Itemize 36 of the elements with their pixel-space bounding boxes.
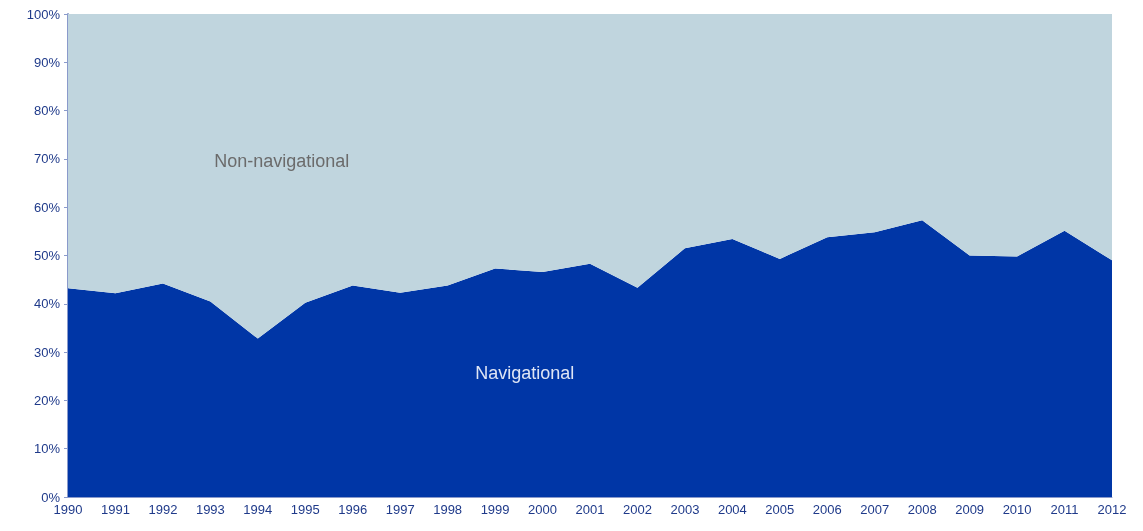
x-tick-label: 2012 [1097, 502, 1127, 517]
x-tick-label: 2000 [528, 502, 558, 517]
y-tick-label: 0% [41, 489, 61, 505]
y-tick-label: 20% [33, 392, 61, 408]
series-label: Navigational [475, 363, 575, 384]
y-tick-label: 100% [26, 6, 61, 22]
x-tick-label: 2008 [907, 502, 937, 517]
x-tick-label: 2003 [670, 502, 700, 517]
y-tick-label: 10% [33, 441, 61, 457]
x-tick-label: 2007 [860, 502, 890, 517]
y-tick-label: 80% [33, 103, 61, 119]
x-tick-label: 1993 [195, 502, 225, 517]
x-tick-label: 1990 [53, 502, 83, 517]
x-tick-label: 2006 [812, 502, 842, 517]
x-tick-label: 1995 [290, 502, 320, 517]
x-tick-label: 1991 [100, 502, 130, 517]
x-tick-label: 2005 [765, 502, 795, 517]
y-tick-label: 50% [33, 248, 61, 263]
x-tick-label: 2009 [955, 502, 985, 517]
x-tick-label: 1994 [243, 502, 273, 517]
x-tick-label: 1996 [338, 502, 368, 517]
x-tick-label: 1992 [148, 502, 178, 517]
y-tick-label: 60% [33, 199, 61, 215]
x-tick-label: 1997 [385, 502, 415, 517]
y-tick-label: 90% [33, 54, 61, 70]
x-tick-label: 2011 [1050, 502, 1079, 517]
y-tick-label: 30% [33, 344, 61, 360]
x-tick-label: 1998 [433, 502, 463, 517]
x-tick-label: 2010 [1002, 502, 1032, 517]
y-tick-label: 40% [33, 296, 61, 312]
x-tick-label: 2001 [575, 502, 605, 517]
x-tick-label: 1999 [480, 502, 510, 517]
series-label: Non-navigational [214, 150, 350, 171]
x-tick-label: 2002 [622, 502, 652, 517]
y-tick-label: 70% [33, 151, 61, 167]
x-tick-label: 2004 [717, 502, 747, 517]
